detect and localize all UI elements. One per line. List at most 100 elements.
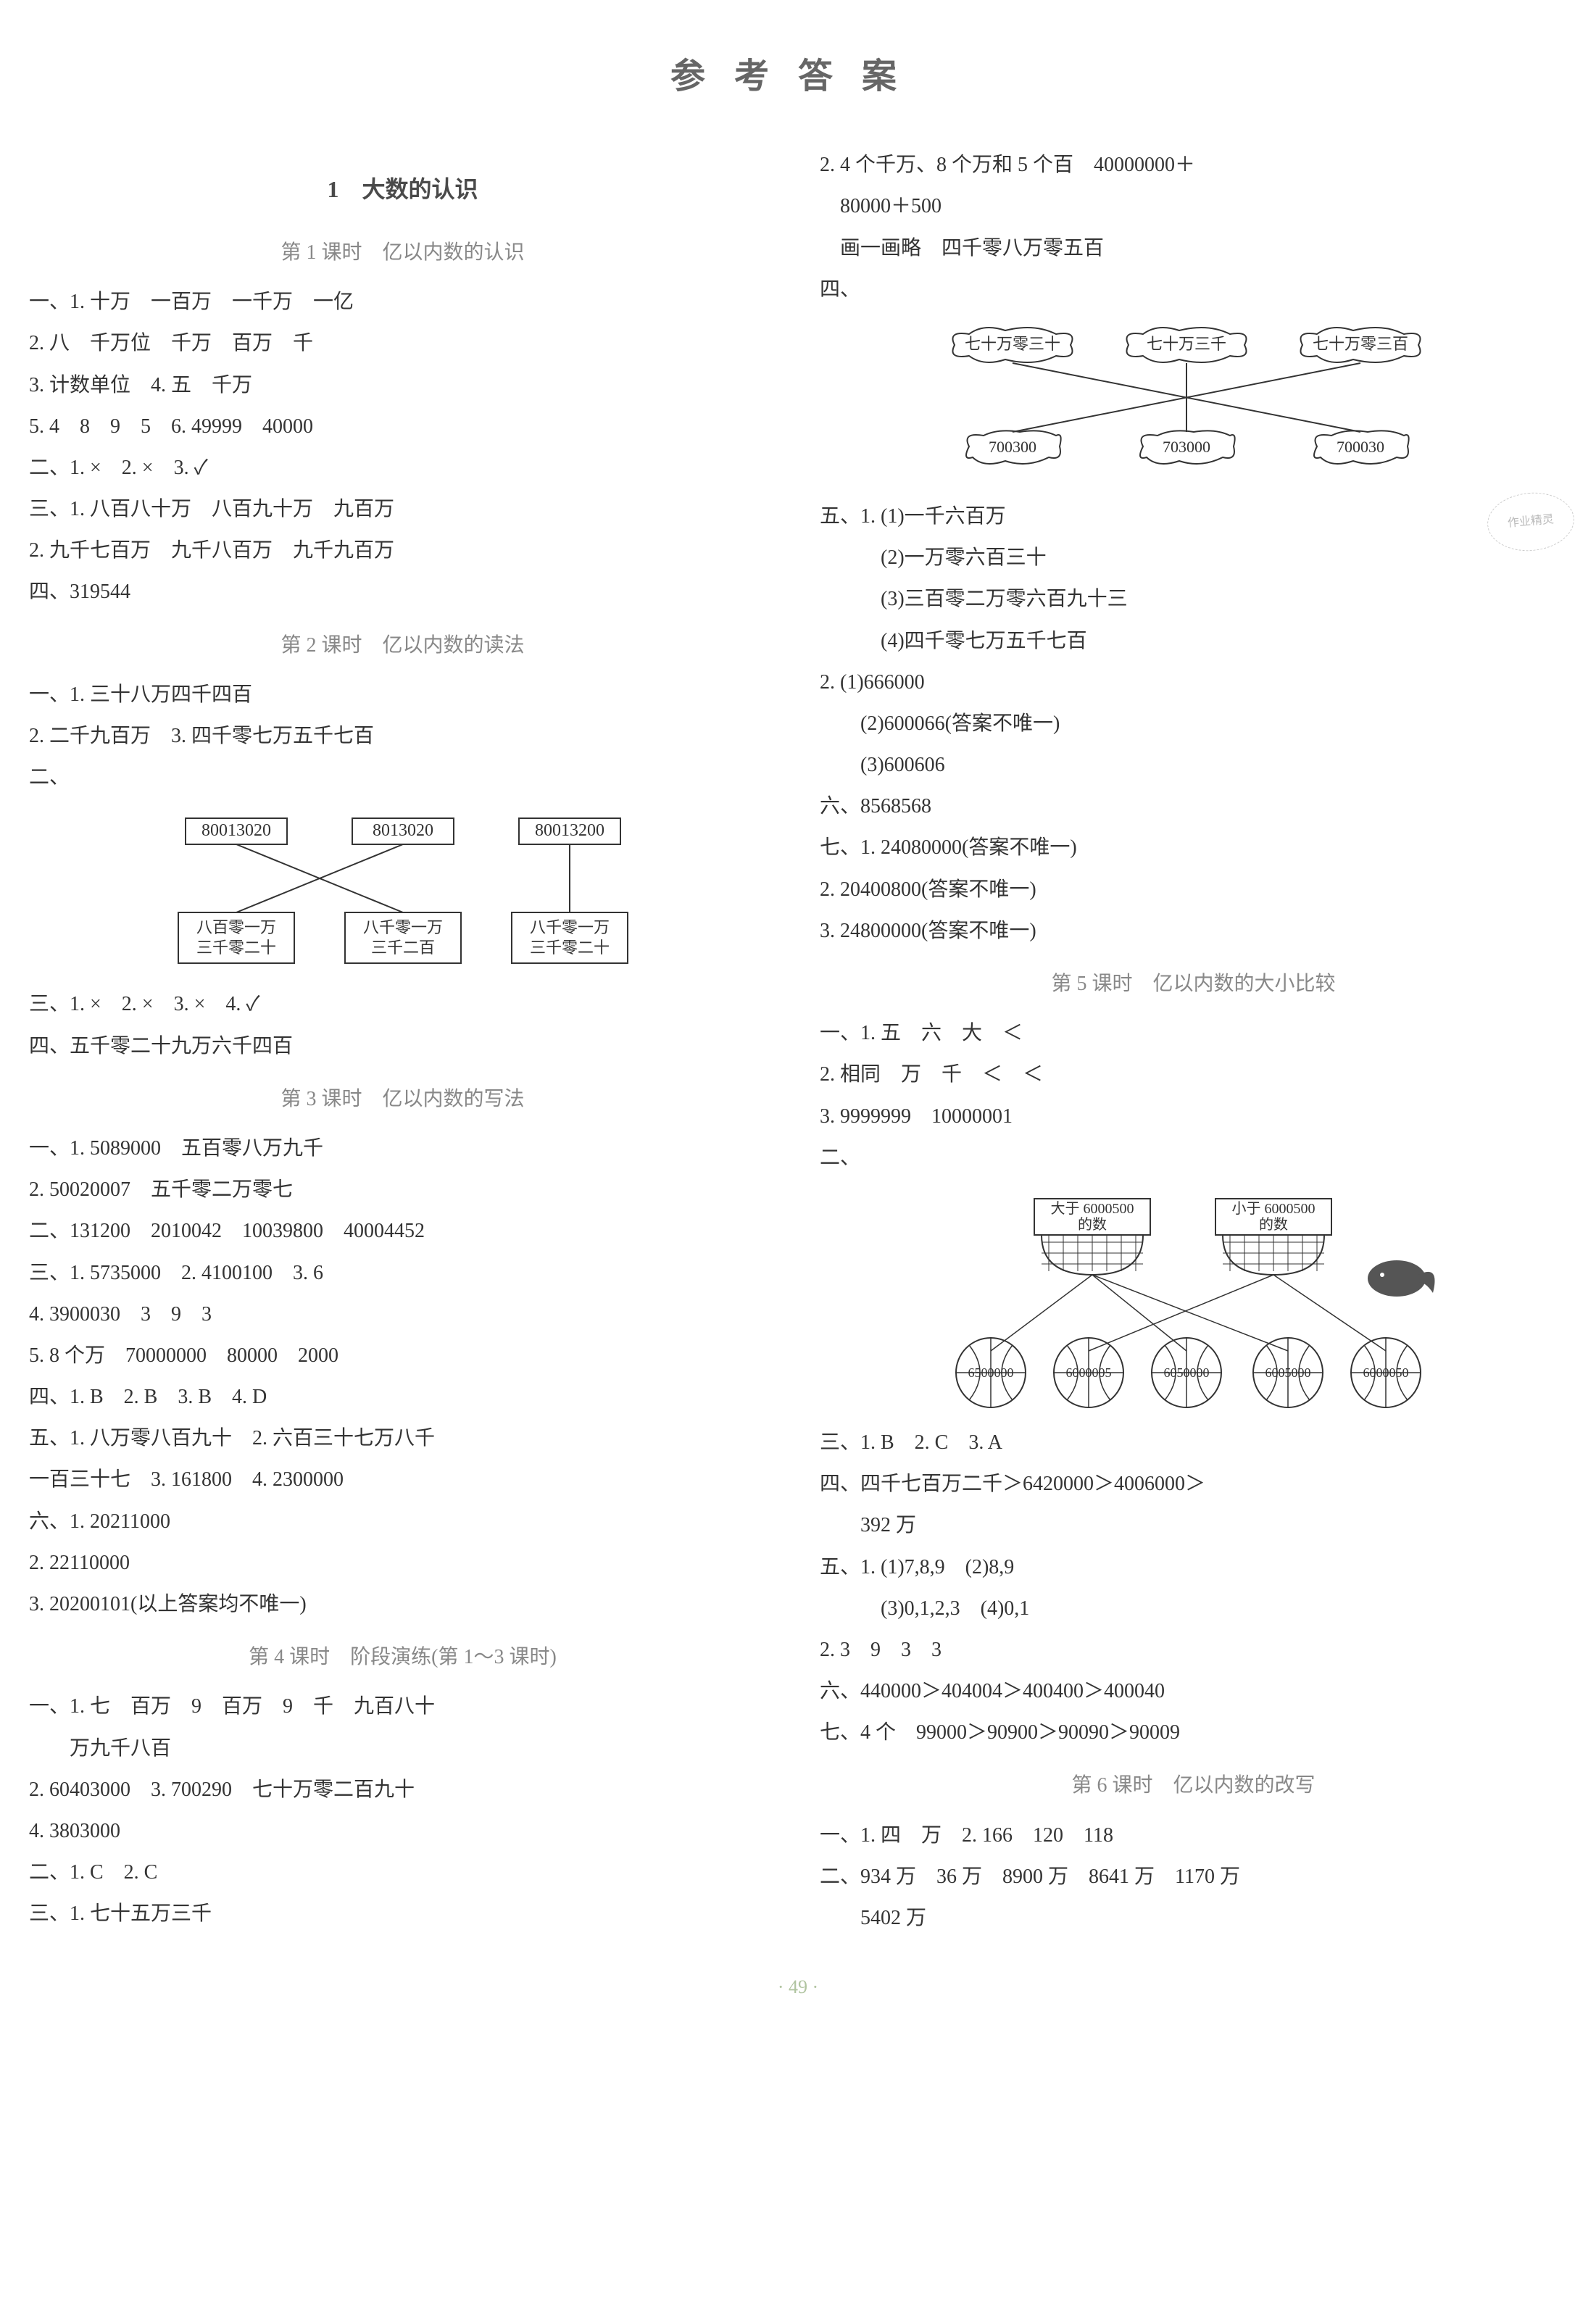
ball-label: 6005000 xyxy=(1265,1365,1310,1380)
basket-label: 大于 6000500 xyxy=(1050,1200,1134,1217)
basket-label: 的数 xyxy=(1078,1216,1107,1233)
cloud-label: 703000 xyxy=(1163,438,1210,456)
ball-label: 6000005 xyxy=(1065,1365,1111,1380)
answer-line: 3. 24800000(答案不唯一) xyxy=(820,912,1567,950)
answer-line: 2. 50020007 五千零二万零七 xyxy=(29,1170,776,1209)
answer-line: (2)一万零六百三十 xyxy=(820,538,1567,577)
answer-line: 四、 xyxy=(820,270,1567,309)
answer-line: 五、1. (1)一千六百万 xyxy=(820,497,1567,536)
answer-line: 四、319544 xyxy=(29,573,776,611)
answer-line: 二、131200 2010042 10039800 40004452 xyxy=(29,1212,776,1250)
lesson1-title: 第 1 课时 亿以内数的认识 xyxy=(29,233,776,272)
answer-line: 一、1. 五 六 大 ＜ xyxy=(820,1014,1567,1052)
answer-line: 2. 二千九百万 3. 四千零七万五千七百 xyxy=(29,717,776,755)
answer-line: (3)0,1,2,3 (4)0,1 xyxy=(820,1589,1567,1628)
answer-line: (2)600066(答案不唯一) xyxy=(820,704,1567,743)
answer-line: 2. 九千七百万 九千八百万 九千九百万 xyxy=(29,531,776,570)
answer-line: 六、8568568 xyxy=(820,787,1567,825)
diagram-label: 八千零一万 xyxy=(529,918,609,936)
answer-line: 80000＋500 xyxy=(820,187,1567,225)
answer-line: 2. 60403000 3. 700290 七十万零二百九十 xyxy=(29,1771,776,1809)
lesson3-title: 第 3 课时 亿以内数的写法 xyxy=(29,1080,776,1118)
basket-diagram: 大于 6000500 的数 小于 6000500 的数 xyxy=(820,1191,1567,1409)
answer-line: 七、4 个 99000＞90900＞90090＞90009 xyxy=(820,1713,1567,1752)
answer-line: 四、四千七百万二千＞6420000＞4006000＞ xyxy=(820,1465,1567,1503)
answer-line: 二、 xyxy=(29,758,776,796)
answer-line: 3. 9999999 10000001 xyxy=(820,1097,1567,1136)
ball-label: 6000050 xyxy=(1363,1365,1408,1380)
left-column: 1 大数的认识 第 1 课时 亿以内数的认识 一、1. 十万 一百万 一千万 一… xyxy=(29,146,776,1940)
diagram-label: 三千零二十 xyxy=(529,939,609,957)
diagram-label: 八千零一万 xyxy=(362,918,442,936)
answer-line: 4. 3803000 xyxy=(29,1812,776,1850)
diagram-box: 8013020 xyxy=(373,821,433,840)
cloud-label: 700030 xyxy=(1337,438,1384,456)
answer-line: 一、1. 七 百万 9 百万 9 千 九百八十 xyxy=(29,1687,776,1726)
chapter-title: 1 大数的认识 xyxy=(29,167,776,212)
answer-line: 七、1. 24080000(答案不唯一) xyxy=(820,828,1567,867)
basketball-icon: 6000005 xyxy=(1054,1338,1123,1407)
ball-label: 6050000 xyxy=(1163,1365,1209,1380)
answer-line: 2. 4 个千万、8 个万和 5 个百 40000000＋ xyxy=(820,146,1567,184)
answer-line: 2. 22110000 xyxy=(29,1544,776,1582)
answer-line: 二、1. × 2. × 3. ✓ xyxy=(29,449,776,487)
answer-line: 二、 xyxy=(820,1139,1567,1177)
answer-line: 三、1. B 2. C 3. A xyxy=(820,1423,1567,1462)
answer-line: 画一画略 四千零八万零五百 xyxy=(820,229,1567,267)
answer-line: 三、1. 七十五万三千 xyxy=(29,1894,776,1933)
lesson5-title: 第 5 课时 亿以内数的大小比较 xyxy=(820,965,1567,1003)
diagram-box: 80013020 xyxy=(201,821,271,840)
answer-line: 四、1. B 2. B 3. B 4. D xyxy=(29,1378,776,1416)
cloud-diagram-svg: 七十万零三十 七十万三千 七十万零三百 700300 703000 xyxy=(933,323,1455,483)
basketball-icon: 6005000 xyxy=(1253,1338,1323,1407)
answer-line: 4. 3900030 3 9 3 xyxy=(29,1295,776,1334)
answer-line: 2. 相同 万 千 ＜ ＜ xyxy=(820,1055,1567,1094)
answer-line: 一、1. 四 万 2. 166 120 118 xyxy=(820,1816,1567,1855)
answer-line: 三、1. 5735000 2. 4100100 3. 6 xyxy=(29,1254,776,1292)
page-number: · 49 · xyxy=(29,1969,1567,2005)
lesson6-title: 第 6 课时 亿以内数的改写 xyxy=(820,1766,1567,1805)
cloud-label: 700300 xyxy=(989,438,1036,456)
answer-line: 5. 4 8 9 5 6. 49999 40000 xyxy=(29,407,776,446)
lesson2-diagram: 80013020 8013020 80013200 八百零一万 三千零二十 八千… xyxy=(29,811,776,970)
answer-line: 2. 20400800(答案不唯一) xyxy=(820,870,1567,909)
answer-line: 3. 计数单位 4. 五 千万 xyxy=(29,366,776,404)
answer-line: 一、1. 十万 一百万 一千万 一亿 xyxy=(29,283,776,321)
basketball-icon: 6000050 xyxy=(1351,1338,1421,1407)
answer-line: 5402 万 xyxy=(820,1899,1567,1937)
answer-line: 六、440000＞404004＞400400＞400040 xyxy=(820,1672,1567,1710)
answer-line: 2. (1)666000 xyxy=(820,663,1567,702)
diagram-label: 三千零二十 xyxy=(196,939,275,957)
cloud-label: 七十万零三十 xyxy=(964,335,1060,353)
lesson2-title: 第 2 课时 亿以内数的读法 xyxy=(29,626,776,665)
cloud-label: 七十万三千 xyxy=(1146,335,1226,353)
answer-line: 一、1. 5089000 五百零八万九千 xyxy=(29,1129,776,1168)
diagram-box: 80013200 xyxy=(535,821,604,840)
diagram-label: 三千二百 xyxy=(370,939,434,957)
answer-line: 三、1. 八百八十万 八百九十万 九百万 xyxy=(29,490,776,528)
basket-label: 的数 xyxy=(1259,1216,1288,1233)
answer-line: 四、五千零二十九万六千四百 xyxy=(29,1027,776,1065)
answer-line: 一、1. 三十八万四千四百 xyxy=(29,675,776,714)
answer-line: 二、1. C 2. C xyxy=(29,1853,776,1892)
answer-line: 2. 3 9 3 3 xyxy=(820,1631,1567,1669)
answer-line: (3)三百零二万零六百九十三 xyxy=(820,580,1567,618)
cloud-diagram: 七十万零三十 七十万三千 七十万零三百 700300 703000 xyxy=(820,323,1567,483)
answer-line: 五、1. (1)7,8,9 (2)8,9 xyxy=(820,1548,1567,1586)
answer-line: 三、1. × 2. × 3. × 4. ✓ xyxy=(29,985,776,1023)
basketball-icon: 6500000 xyxy=(956,1338,1026,1407)
right-column: 2. 4 个千万、8 个万和 5 个百 40000000＋ 80000＋500 … xyxy=(820,146,1567,1940)
basket-diagram-svg: 大于 6000500 的数 小于 6000500 的数 xyxy=(933,1191,1455,1409)
answer-line: 3. 20200101(以上答案均不唯一) xyxy=(29,1585,776,1623)
answer-line: 392 万 xyxy=(820,1506,1567,1544)
lesson4-title: 第 4 课时 阶段演练(第 1～3 课时) xyxy=(29,1638,776,1676)
answer-line: (3)600606 xyxy=(820,746,1567,784)
answer-line: 2. 八 千万位 千万 百万 千 xyxy=(29,324,776,362)
page-content: 1 大数的认识 第 1 课时 亿以内数的认识 一、1. 十万 一百万 一千万 一… xyxy=(29,146,1567,1940)
answer-line: 五、1. 八万零八百九十 2. 六百三十七万八千 xyxy=(29,1419,776,1457)
ball-label: 6500000 xyxy=(968,1365,1013,1380)
answer-line: 二、934 万 36 万 8900 万 8641 万 1170 万 xyxy=(820,1857,1567,1896)
answer-line: 一百三十七 3. 161800 4. 2300000 xyxy=(29,1460,776,1499)
main-title: 参考答案 xyxy=(29,43,1567,109)
basket-label: 小于 6000500 xyxy=(1231,1200,1315,1217)
